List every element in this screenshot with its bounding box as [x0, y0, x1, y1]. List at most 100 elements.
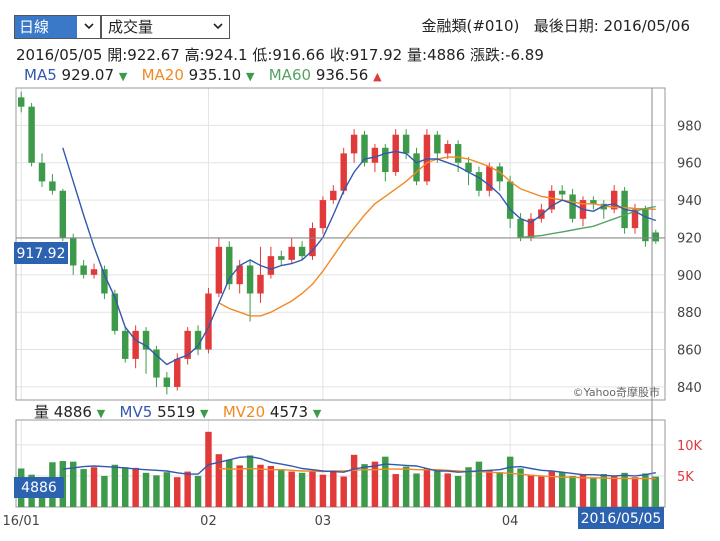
volume-bar [371, 461, 379, 507]
volume-legend: 量 4886 ▼ MV5 5519 ▼ MV20 4573 ▼ [34, 401, 321, 422]
candle-body [652, 232, 660, 242]
volume-tag: 4886 [21, 480, 57, 496]
volume-bar [486, 470, 493, 507]
ohlc-change: 漲跌:-6.89 [470, 46, 544, 64]
volume-bar [423, 468, 431, 507]
ma60-value: 936.56 [315, 66, 369, 84]
volume-bar [298, 472, 306, 507]
volume-bar [496, 472, 503, 507]
volume-bar [153, 475, 160, 507]
candle-body [319, 200, 327, 229]
volume-tag-bg [14, 477, 64, 498]
candle-body [506, 181, 514, 219]
candle-body [600, 203, 608, 210]
candle-body [80, 265, 87, 275]
candle-body [236, 265, 243, 285]
candle-body [558, 190, 566, 195]
moving-average-lines [62, 147, 657, 480]
price-tick-label: 900 [677, 269, 702, 284]
ohlc-open: 開:922.67 [107, 46, 180, 64]
volume-bar [309, 470, 316, 507]
indicator-select[interactable]: 成交量 [101, 15, 230, 39]
vol-label: 量 [34, 403, 50, 421]
price-tick-label: 980 [677, 119, 702, 134]
price-panel-frame [15, 87, 666, 401]
candle-body [122, 330, 129, 359]
volume-bar [267, 465, 275, 507]
volume-bar [548, 471, 555, 507]
volume-bar [538, 476, 545, 507]
volume-bar [569, 475, 576, 507]
header-info: 金融類(#010) 最後日期: 2016/05/06 [421, 15, 690, 36]
candle-body [226, 246, 233, 285]
volume-bar [642, 473, 649, 507]
candle-body [69, 237, 77, 266]
volume-bar [122, 467, 129, 507]
mv20-value: 4573 [269, 403, 309, 421]
volume-bar [652, 476, 660, 507]
candle-body [475, 172, 483, 191]
candle-body [90, 269, 98, 275]
candle-body [184, 330, 191, 359]
volume-bar [330, 470, 337, 507]
volume-bar [319, 474, 327, 507]
price-tick-label: 960 [677, 157, 702, 172]
volume-bar [590, 477, 597, 507]
candle-body [59, 190, 67, 238]
volume-bar [527, 474, 535, 507]
period-select-value: 日線 [15, 16, 77, 38]
price-tag: 917.92 [17, 246, 66, 262]
volume-bar [236, 465, 243, 507]
candle-body [517, 218, 524, 238]
candle-body [642, 209, 649, 242]
ohlc-close: 收:917.92 [329, 46, 403, 64]
ma60-label: MA60 [268, 66, 312, 84]
candle-body [454, 144, 462, 163]
mv5-line [62, 455, 656, 477]
last-date: 2016/05/06 [603, 17, 690, 35]
volume-bar [163, 472, 171, 507]
candle-body [153, 349, 160, 378]
volume-bar [340, 476, 347, 507]
candle-body [288, 246, 295, 260]
candle-body [101, 269, 108, 294]
candle-body [590, 200, 597, 204]
volume-bar [517, 468, 524, 507]
chevron-down-icon [84, 23, 94, 30]
volume-bar [600, 474, 608, 507]
candles [17, 91, 660, 395]
mv5-dir-icon: ▼ [200, 407, 209, 420]
price-tick-label: 940 [677, 194, 702, 209]
candle-body [392, 134, 399, 173]
volume-bar [174, 477, 181, 507]
candle-body [215, 246, 223, 294]
candle-body [267, 256, 275, 275]
volume-bar [184, 471, 191, 507]
volume-bar [506, 456, 514, 507]
candle-body [194, 330, 202, 350]
mv5-label: MV5 [119, 403, 153, 421]
ohlc-readout: 2016/05/05 開:922.67 高:924.1 低:916.66 收:9… [16, 44, 544, 65]
ma5-dir-icon: ▼ [118, 70, 128, 83]
ohlc-volume: 量:4886 [407, 46, 466, 64]
volume-bars [17, 431, 660, 507]
volume-bar [558, 472, 566, 507]
period-select[interactable]: 日線 [14, 15, 101, 39]
indicator-select-value: 成交量 [108, 18, 154, 36]
ma20-value: 935.10 [188, 66, 242, 84]
volume-bar [413, 473, 420, 507]
time-tick-label: 03 [315, 514, 332, 529]
candle-body [434, 134, 441, 154]
chevron-down-icon [213, 23, 223, 30]
volume-bar [465, 467, 472, 507]
candle-body [330, 190, 337, 201]
candle-body [610, 190, 618, 210]
ma5-line [62, 147, 657, 366]
ma5-value: 929.07 [61, 66, 115, 84]
volume-bar [111, 464, 119, 507]
candle-body [569, 194, 576, 219]
volume-bar [621, 472, 628, 507]
candle-body [444, 144, 451, 154]
candle-body [49, 181, 56, 191]
